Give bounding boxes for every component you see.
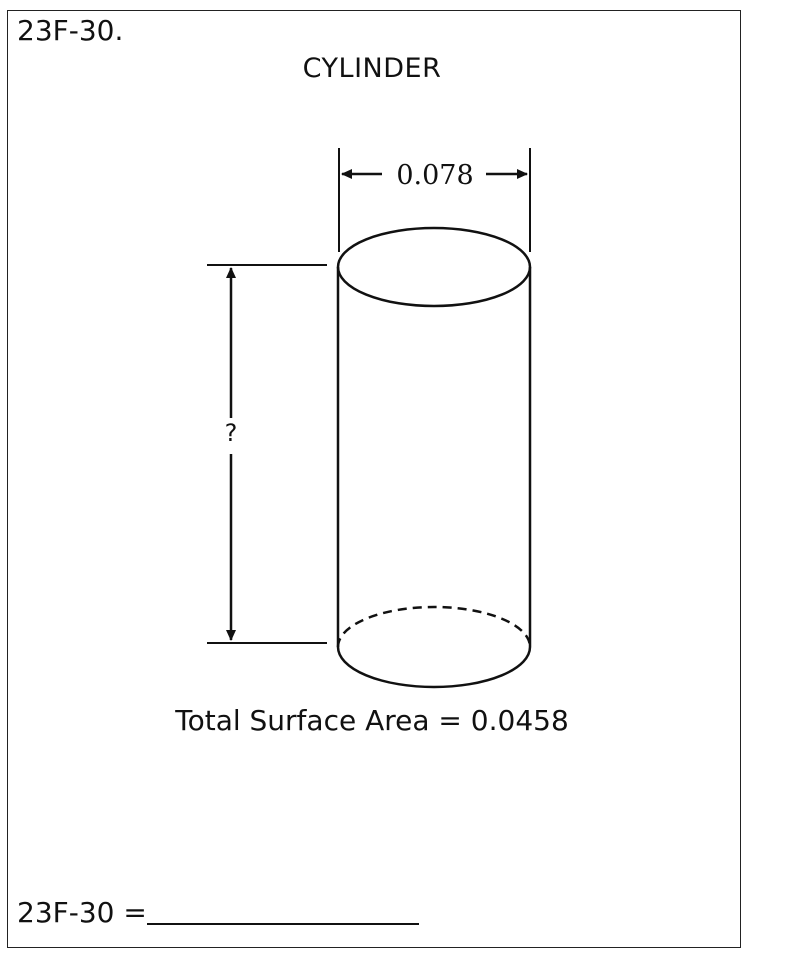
cylinder-bottom-back [336, 605, 532, 648]
answer-prefix: 23F-30 = [17, 896, 147, 929]
answer-blank[interactable] [146, 895, 419, 925]
height-label: ? [225, 419, 238, 447]
cylinder-top-ellipse [336, 226, 532, 308]
problem-frame [7, 10, 741, 948]
figure-title: CYLINDER [302, 53, 442, 84]
cylinder-bottom-front [336, 646, 532, 689]
diameter-label: 0.078 [396, 160, 473, 191]
surface-area-text: Total Surface Area = 0.0458 [175, 704, 569, 737]
problem-number: 23F-30. [17, 14, 124, 47]
answer-row: 23F-30 = [17, 895, 419, 931]
